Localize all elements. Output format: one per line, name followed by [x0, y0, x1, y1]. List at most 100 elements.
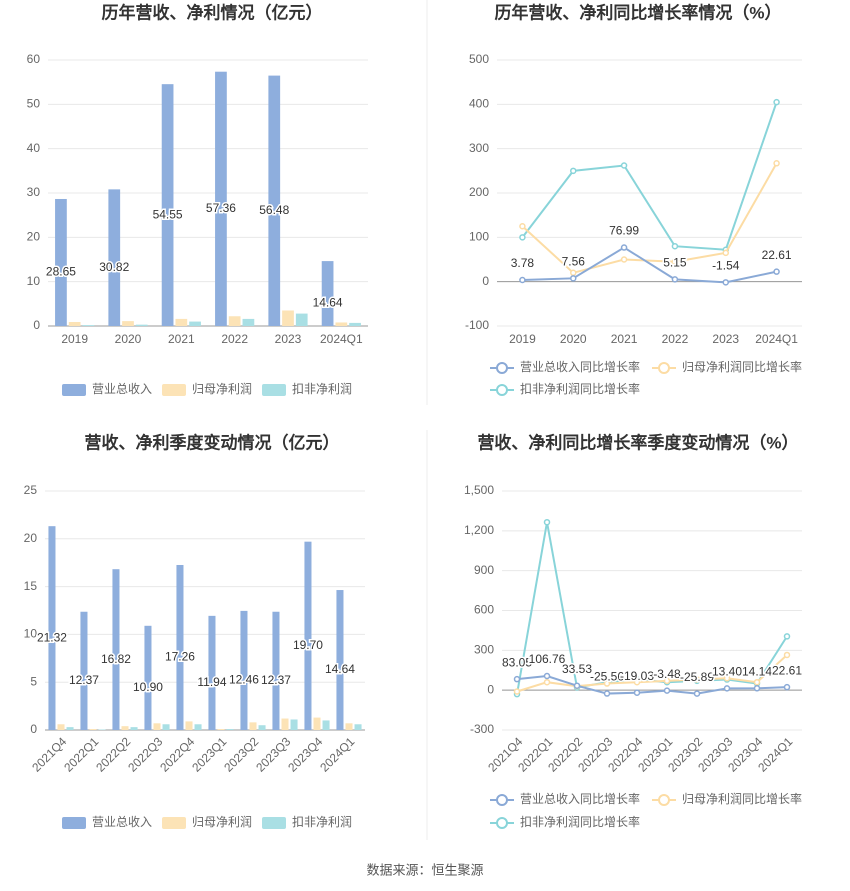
value-label: 57.36: [206, 201, 236, 215]
bar: [162, 724, 170, 730]
point: [633, 678, 641, 686]
y-tick-label: 300: [469, 141, 489, 155]
y-tick-label: 500: [469, 52, 489, 66]
bar: [144, 625, 152, 730]
legend-label: 归母净利润: [192, 382, 252, 396]
x-tick-label: 2022Q3: [125, 734, 165, 774]
value-label: 3.78: [511, 256, 535, 270]
point: [603, 680, 611, 687]
x-tick-label: 2023Q4: [285, 734, 325, 774]
y-tick-label: 10: [24, 627, 38, 641]
point: [671, 276, 679, 283]
y-tick-label: 600: [474, 603, 494, 617]
value-label: 22.61: [772, 663, 802, 677]
bar: [281, 718, 289, 730]
y-tick-label: 0: [487, 682, 494, 696]
bar: [354, 724, 362, 730]
value-label: 12.37: [69, 673, 99, 687]
x-tick-label: 2022Q4: [157, 734, 197, 774]
y-tick-label: 20: [24, 531, 38, 545]
point: [603, 690, 611, 697]
y-tick-label: 25: [24, 483, 38, 497]
x-tick-label: 2020: [115, 332, 142, 346]
x-tick-label: 2020: [560, 332, 587, 346]
x-tick-label: 2024Q1: [317, 734, 357, 774]
point: [723, 674, 731, 682]
point: [753, 678, 761, 686]
point: [620, 256, 628, 263]
bar: [185, 721, 193, 730]
value-label: 22.61: [762, 248, 792, 262]
bar: [82, 325, 95, 326]
value-label: -25.89: [680, 670, 714, 684]
value-label: 76.99: [609, 224, 639, 238]
bar: [249, 722, 257, 730]
bar: [208, 615, 216, 730]
legend-label: 扣非净利润同比增长率: [520, 381, 640, 396]
bar: [112, 569, 120, 730]
y-tick-label: 1,200: [464, 523, 494, 537]
x-tick-label: 2023Q1: [189, 734, 229, 774]
point: [633, 689, 641, 696]
point: [570, 275, 577, 282]
bar: [189, 321, 201, 326]
value-label: 106.76: [529, 652, 566, 666]
bar: [161, 84, 174, 326]
legend-label: 营业总收入: [92, 382, 152, 396]
bar: [215, 71, 227, 326]
bar: [268, 75, 281, 326]
bar: [335, 322, 348, 326]
bar: [217, 729, 225, 730]
x-tick-label: 2021: [168, 332, 195, 346]
value-label: -25.56: [590, 670, 624, 684]
bar: [68, 322, 81, 326]
line: [516, 654, 788, 693]
x-tick-label: 2023: [712, 332, 739, 346]
bar: [295, 313, 308, 326]
y-tick-label: 15: [24, 579, 38, 593]
legend-label: 扣非净利润: [292, 815, 352, 829]
source-note: 数据来源：恒生聚源: [366, 862, 483, 877]
point: [671, 242, 679, 250]
bar: [135, 324, 148, 326]
bar: [272, 611, 280, 730]
point: [620, 162, 628, 169]
value-label: 12.37: [261, 673, 291, 687]
bar: [175, 318, 188, 326]
value-label: 33.53: [562, 662, 592, 676]
point: [519, 276, 526, 284]
point: [783, 683, 791, 691]
bar: [80, 611, 88, 730]
bar: [194, 724, 202, 730]
bar: [290, 719, 298, 730]
legend-label: 营业总收入同比增长率: [520, 359, 640, 374]
x-tick-label: 2024Q1: [755, 332, 798, 346]
bar: [345, 723, 353, 730]
x-tick-label: 2019: [509, 332, 536, 346]
bar: [336, 590, 344, 730]
legend-swatch: [62, 817, 86, 829]
x-tick-label: 2022Q1: [61, 734, 101, 774]
value-label: -3.48: [653, 667, 681, 681]
bar: [57, 724, 65, 730]
bar: [153, 723, 161, 730]
point: [753, 685, 761, 692]
y-tick-label: -100: [465, 318, 489, 332]
point: [513, 675, 521, 683]
y-tick-label: 100: [469, 230, 489, 244]
value-label: -1.54: [712, 259, 740, 273]
y-tick-label: -300: [470, 722, 494, 736]
bar: [313, 717, 321, 730]
value-label: 83.05: [502, 655, 532, 669]
point: [773, 98, 780, 106]
legend-swatch: [162, 817, 186, 829]
point: [773, 160, 780, 167]
y-tick-label: 900: [474, 563, 494, 577]
legend-swatch: [496, 384, 508, 396]
value-label: 7.56: [562, 254, 586, 268]
value-label: 19.70: [293, 638, 323, 652]
value-label: 14.64: [325, 662, 355, 676]
line: [521, 101, 778, 251]
bar: [304, 541, 312, 730]
